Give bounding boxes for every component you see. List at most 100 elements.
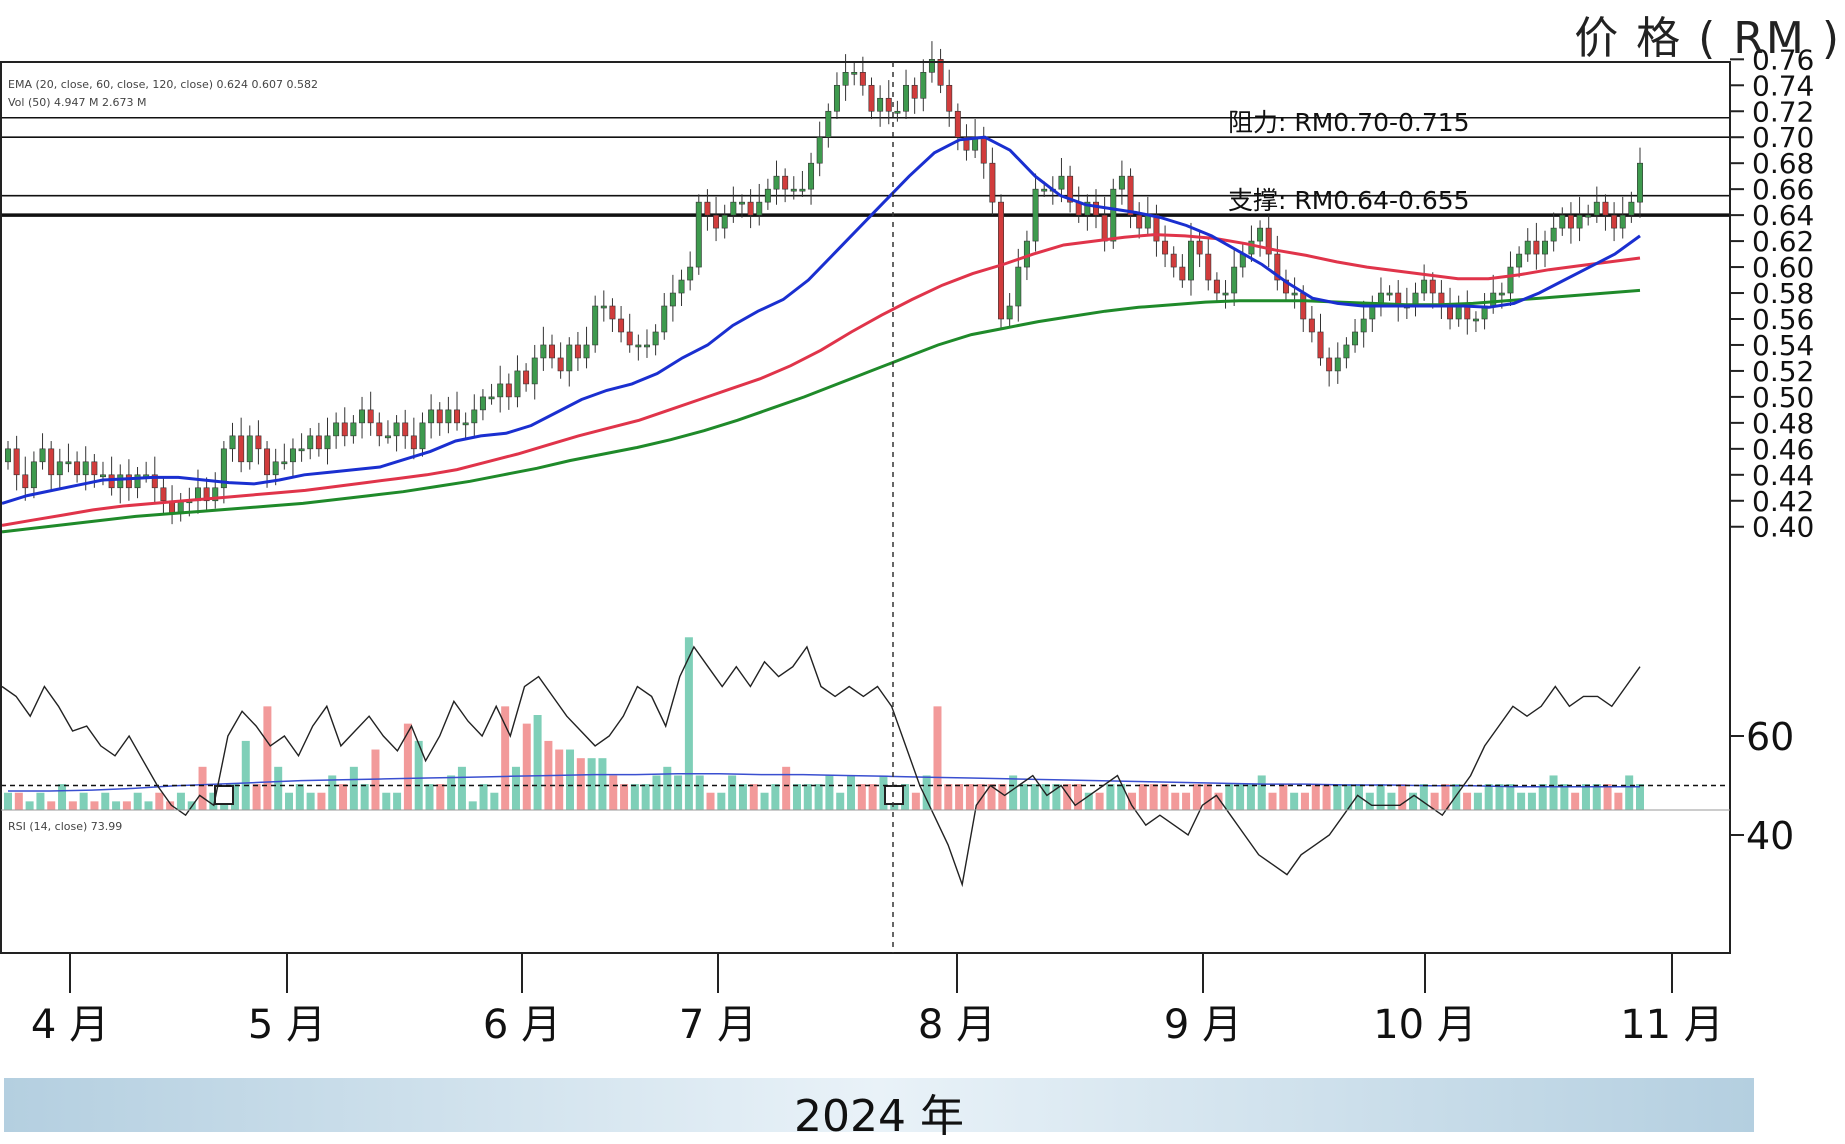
candle-body bbox=[1386, 292, 1393, 296]
y-tick-label: 0.68 bbox=[1752, 147, 1814, 180]
candle-body bbox=[1006, 305, 1013, 320]
volume-bar bbox=[47, 801, 56, 810]
candle-body bbox=[946, 84, 953, 112]
candle-body bbox=[540, 344, 547, 359]
candle-body bbox=[229, 435, 236, 450]
candle-body bbox=[523, 370, 530, 385]
volume-bar bbox=[1160, 784, 1169, 810]
volume-bar bbox=[4, 792, 12, 810]
volume-bar bbox=[1409, 792, 1418, 810]
volume-bar bbox=[749, 784, 758, 810]
candle-body bbox=[1317, 331, 1324, 359]
y-tick-label: 0.70 bbox=[1752, 121, 1814, 154]
volume-bar bbox=[728, 775, 737, 810]
candle-body bbox=[1222, 292, 1229, 296]
candle-body bbox=[1369, 305, 1376, 320]
volume-bar bbox=[144, 801, 153, 810]
candle-body bbox=[324, 435, 331, 450]
candle-body bbox=[1455, 305, 1462, 320]
volume-bar bbox=[1625, 775, 1634, 810]
volume-bar bbox=[90, 801, 99, 810]
candle-body bbox=[1334, 357, 1341, 372]
candle-body bbox=[609, 305, 616, 320]
candle-body bbox=[1559, 214, 1566, 229]
volume-bar bbox=[274, 766, 283, 810]
volume-bar bbox=[522, 723, 531, 810]
volume-bar bbox=[955, 784, 964, 810]
candle-body bbox=[531, 357, 538, 385]
volume-bar bbox=[566, 749, 575, 810]
y-tick-label: 0.40 bbox=[1752, 511, 1814, 544]
volume-bar bbox=[803, 784, 812, 810]
candle-body bbox=[1593, 201, 1600, 216]
candle-body bbox=[1067, 175, 1074, 203]
candle-body bbox=[1602, 201, 1609, 216]
candle-body bbox=[678, 279, 685, 294]
candle-body bbox=[954, 110, 961, 138]
candle-body bbox=[687, 266, 694, 281]
volume-bar bbox=[1398, 784, 1407, 810]
volume-bar bbox=[911, 792, 920, 810]
candle-body bbox=[479, 396, 486, 411]
rsi-panel: RSI (14, close) 73.99 40 60 bbox=[1, 645, 1794, 888]
candle-body bbox=[445, 409, 452, 424]
candle-body bbox=[1118, 175, 1125, 190]
candle-body bbox=[1516, 253, 1523, 268]
candle-body bbox=[82, 461, 89, 476]
candle-body bbox=[238, 435, 245, 463]
candle-body bbox=[1136, 214, 1143, 229]
volume-bar bbox=[155, 792, 164, 810]
volume-bar bbox=[836, 792, 845, 810]
volume-bar bbox=[738, 784, 747, 810]
volume-bar bbox=[652, 775, 661, 810]
volume-bar bbox=[998, 784, 1007, 810]
volume-bar bbox=[252, 784, 261, 810]
candle-body bbox=[1093, 201, 1099, 216]
candle-body bbox=[307, 435, 314, 450]
candle-body bbox=[1162, 240, 1169, 255]
ema20-line bbox=[1, 135, 1641, 505]
volume-bar bbox=[36, 792, 45, 810]
x-tick-label: 5 月 bbox=[248, 1002, 326, 1048]
candle-body bbox=[721, 214, 728, 229]
volume-bar bbox=[263, 706, 272, 810]
volume-bar bbox=[825, 775, 834, 810]
candle-body bbox=[1498, 292, 1505, 296]
volume-bar bbox=[403, 723, 412, 810]
volume-bar bbox=[1538, 784, 1547, 810]
volume-bar bbox=[598, 758, 607, 810]
x-tick-label: 10 月 bbox=[1373, 1002, 1477, 1048]
volume-bar bbox=[1581, 784, 1590, 810]
chart-frame bbox=[0, 61, 1731, 954]
volume-bar bbox=[1225, 784, 1234, 810]
candle-body bbox=[825, 110, 832, 138]
volume-bar bbox=[317, 792, 326, 810]
volume-bar bbox=[1084, 792, 1093, 810]
candle-body bbox=[13, 448, 20, 476]
volume-bar bbox=[1300, 792, 1309, 810]
volume-bar bbox=[706, 792, 715, 810]
volume-ma-line bbox=[8, 772, 1640, 792]
candle-body bbox=[125, 474, 132, 489]
candle-body bbox=[393, 422, 400, 437]
candle-body bbox=[1447, 305, 1454, 320]
volume-bar bbox=[857, 784, 866, 810]
volume-bar bbox=[1138, 784, 1147, 810]
candle-body bbox=[574, 344, 581, 359]
candle-body bbox=[1032, 188, 1039, 242]
volume-bar bbox=[306, 792, 315, 810]
candle-body bbox=[1524, 240, 1531, 255]
support-annotation: 支撑: RM0.64-0.655 bbox=[1228, 186, 1470, 215]
y-tick-label: 0.62 bbox=[1752, 225, 1814, 258]
candle-body bbox=[56, 461, 63, 476]
volume-bar bbox=[1560, 784, 1569, 810]
volume-bar bbox=[1030, 784, 1039, 810]
candle-body bbox=[246, 435, 253, 463]
candle-body bbox=[428, 409, 435, 424]
y-tick-label: 0.56 bbox=[1752, 303, 1814, 336]
candle-body bbox=[618, 318, 625, 333]
candle-body bbox=[566, 344, 573, 372]
y-tick-label: 0.74 bbox=[1752, 69, 1814, 102]
volume-bar bbox=[674, 775, 683, 810]
volume-bar bbox=[1279, 784, 1288, 810]
